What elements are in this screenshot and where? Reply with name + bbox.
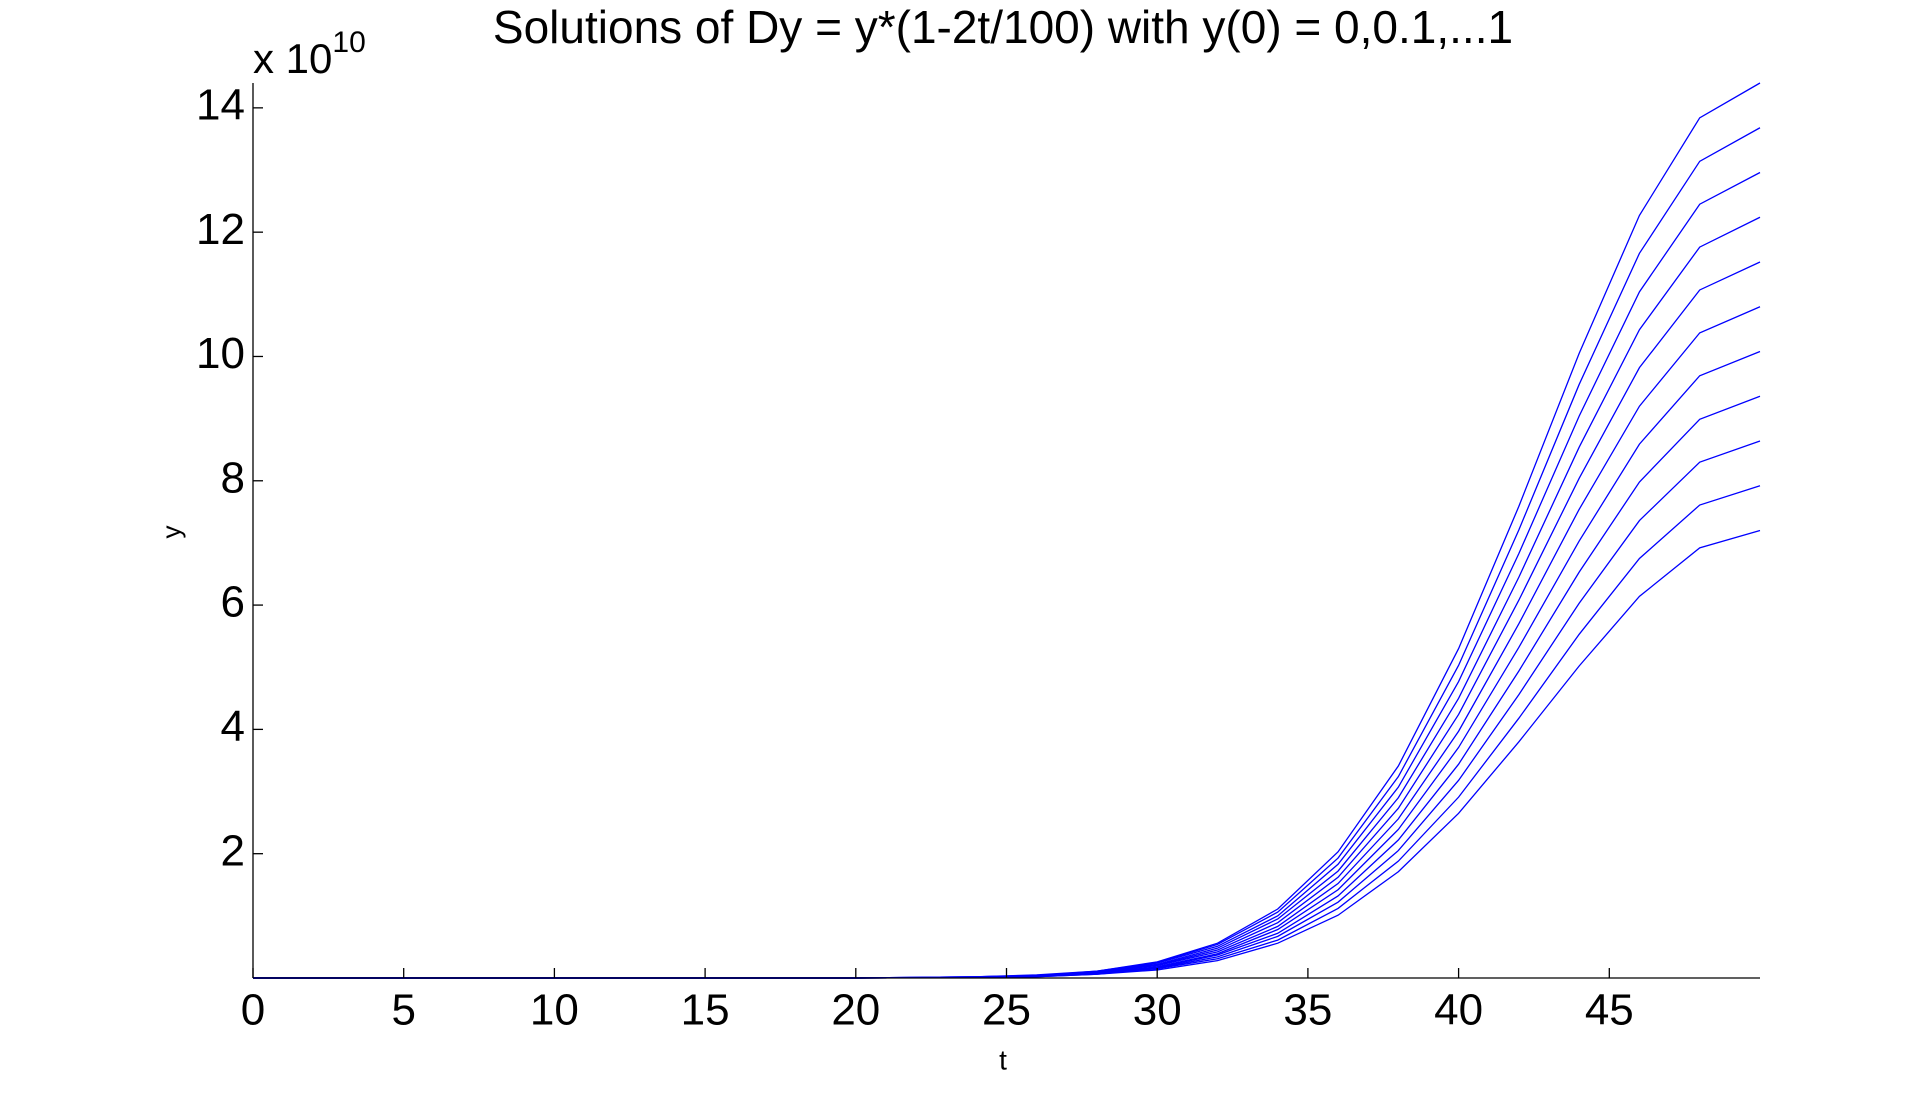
- y-tick-label: 8: [221, 453, 245, 502]
- x-tick-label: 10: [530, 986, 579, 1035]
- x-tick-label: 30: [1133, 986, 1182, 1035]
- y-multiplier: x 1010: [253, 26, 366, 82]
- y-tick-label: 6: [221, 578, 245, 627]
- y-tick-label: 14: [196, 80, 245, 129]
- x-tick-label: 45: [1585, 986, 1634, 1035]
- y-tick-label: 4: [221, 702, 245, 751]
- x-tick-label: 35: [1283, 986, 1332, 1035]
- y-tick-label: 2: [221, 826, 245, 875]
- y-axis-label: y: [156, 526, 186, 539]
- x-tick-label: 5: [391, 986, 415, 1035]
- x-axis-label: t: [999, 1044, 1007, 1075]
- series-line: [253, 82, 1761, 979]
- x-tick-label: 0: [241, 986, 265, 1035]
- y-multiplier-exponent: 10: [332, 26, 365, 59]
- x-tick-label: 40: [1434, 986, 1483, 1035]
- x-tick-label: 15: [681, 986, 730, 1035]
- x-tick-label: 20: [831, 986, 880, 1035]
- chart-title: Solutions of Dy = y*(1-2t/100) with y(0)…: [493, 1, 1513, 53]
- y-tick-label: 12: [196, 205, 245, 254]
- x-tick-label: 25: [982, 986, 1031, 1035]
- y-tick-label: 10: [196, 329, 245, 378]
- y-multiplier-base: x 10: [253, 35, 332, 82]
